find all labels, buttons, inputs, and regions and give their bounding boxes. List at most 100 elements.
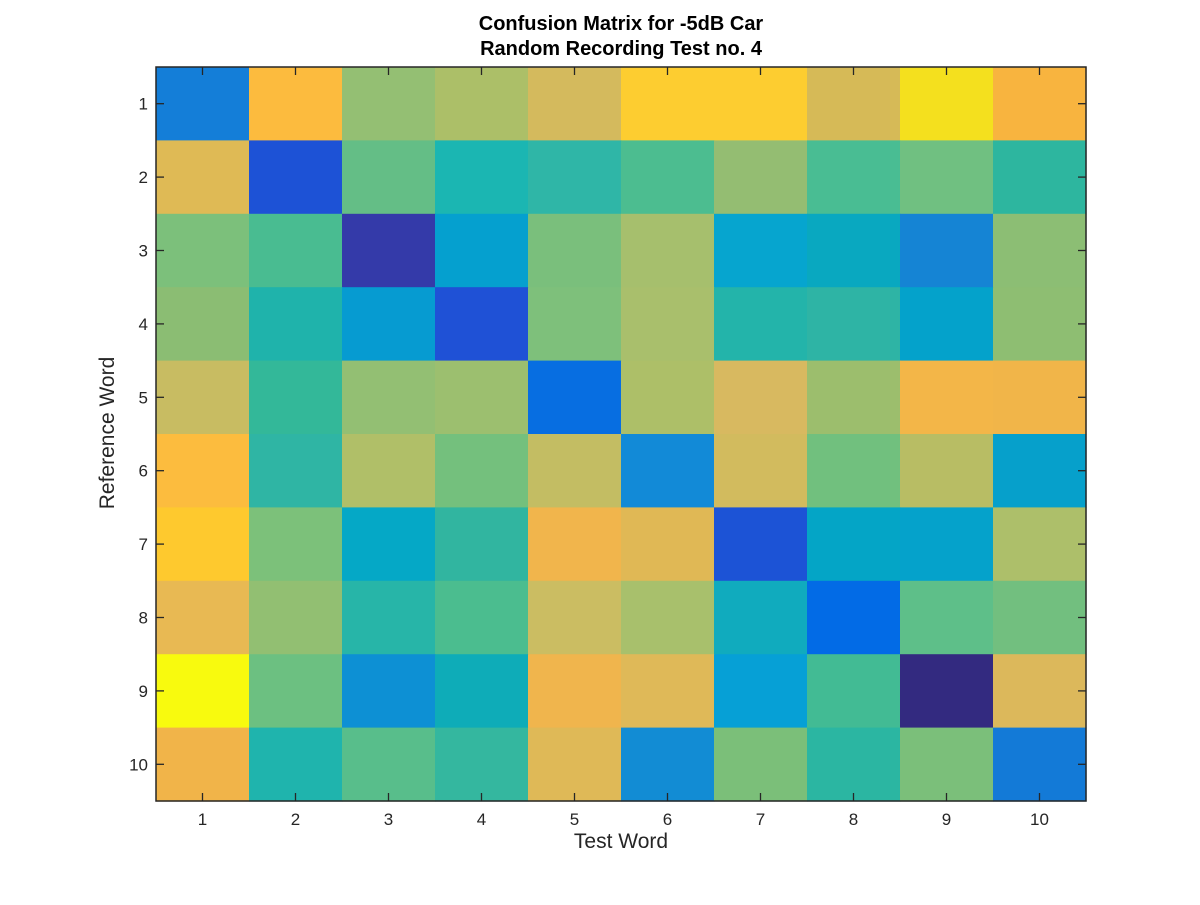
heatmap-cell-r7-c1 bbox=[156, 507, 250, 582]
heatmap-cell-r2-c2 bbox=[249, 140, 343, 215]
x-tick-label-1: 1 bbox=[198, 810, 207, 829]
heatmap-cell-r1-c10 bbox=[993, 67, 1087, 141]
y-tick-label-10: 10 bbox=[129, 755, 148, 774]
heatmap-cell-r10-c1 bbox=[156, 727, 250, 802]
heatmap-cell-r4-c4 bbox=[435, 287, 529, 362]
heatmap-cells bbox=[156, 67, 1087, 802]
y-tick-label-7: 7 bbox=[139, 535, 148, 554]
x-tick-label-2: 2 bbox=[291, 810, 300, 829]
heatmap-cell-r6-c8 bbox=[807, 434, 901, 508]
x-tick-label-9: 9 bbox=[942, 810, 951, 829]
heatmap-cell-r1-c5 bbox=[528, 67, 622, 141]
heatmap-cell-r7-c4 bbox=[435, 507, 529, 582]
heatmap-cell-r9-c10 bbox=[993, 654, 1087, 729]
heatmap-cell-r7-c6 bbox=[621, 507, 715, 582]
heatmap-cell-r8-c6 bbox=[621, 580, 715, 655]
heatmap-cell-r2-c7 bbox=[714, 140, 808, 215]
heatmap-cell-r4-c6 bbox=[621, 287, 715, 362]
heatmap-cell-r3-c5 bbox=[528, 213, 622, 288]
heatmap-cell-r6-c5 bbox=[528, 434, 622, 508]
heatmap-cell-r4-c7 bbox=[714, 287, 808, 362]
heatmap-cell-r6-c9 bbox=[900, 434, 994, 508]
y-tick-label-8: 8 bbox=[139, 609, 148, 628]
heatmap-cell-r6-c6 bbox=[621, 434, 715, 508]
heatmap-cell-r4-c5 bbox=[528, 287, 622, 362]
heatmap-cell-r7-c9 bbox=[900, 507, 994, 582]
chart-title-line-2: Random Recording Test no. 4 bbox=[480, 38, 763, 60]
heatmap-cell-r3-c2 bbox=[249, 213, 343, 288]
heatmap-cell-r9-c7 bbox=[714, 654, 808, 729]
heatmap-cell-r6-c2 bbox=[249, 434, 343, 508]
heatmap-cell-r7-c8 bbox=[807, 507, 901, 582]
heatmap-cell-r10-c7 bbox=[714, 727, 808, 802]
heatmap-cell-r7-c10 bbox=[993, 507, 1087, 582]
heatmap-cell-r3-c7 bbox=[714, 213, 808, 288]
y-axis-label: Reference Word bbox=[96, 357, 119, 510]
heatmap-cell-r7-c3 bbox=[342, 507, 436, 582]
heatmap-cell-r9-c2 bbox=[249, 654, 343, 729]
heatmap-cell-r10-c8 bbox=[807, 727, 901, 802]
heatmap-cell-r3-c1 bbox=[156, 213, 250, 288]
axis-ticks bbox=[156, 67, 1086, 801]
heatmap-cell-r2-c3 bbox=[342, 140, 436, 215]
x-tick-label-8: 8 bbox=[849, 810, 858, 829]
heatmap-cell-r2-c5 bbox=[528, 140, 622, 215]
heatmap-cell-r6-c1 bbox=[156, 434, 250, 508]
heatmap-cell-r9-c5 bbox=[528, 654, 622, 729]
heatmap-cell-r4-c9 bbox=[900, 287, 994, 362]
heatmap-cell-r1-c9 bbox=[900, 67, 994, 141]
heatmap-cell-r8-c9 bbox=[900, 580, 994, 655]
plot-frame bbox=[155, 66, 1087, 802]
heatmap-cell-r1-c7 bbox=[714, 67, 808, 141]
heatmap-cell-r1-c1 bbox=[156, 67, 250, 141]
heatmap-cell-r7-c2 bbox=[249, 507, 343, 582]
heatmap-cell-r9-c3 bbox=[342, 654, 436, 729]
heatmap-cell-r8-c4 bbox=[435, 580, 529, 655]
heatmap-cell-r5-c9 bbox=[900, 360, 994, 435]
y-tick-label-4: 4 bbox=[139, 315, 148, 334]
heatmap-cell-r5-c3 bbox=[342, 360, 436, 435]
y-tick-label-3: 3 bbox=[139, 242, 148, 261]
heatmap-cell-r4-c10 bbox=[993, 287, 1087, 362]
heatmap-cell-r1-c2 bbox=[249, 67, 343, 141]
x-axis-label: Test Word bbox=[574, 830, 668, 853]
heatmap-cell-r1-c3 bbox=[342, 67, 436, 141]
heatmap-cell-r5-c2 bbox=[249, 360, 343, 435]
heatmap-cell-r8-c8 bbox=[807, 580, 901, 655]
heatmap-cell-r2-c8 bbox=[807, 140, 901, 215]
heatmap-cell-r10-c3 bbox=[342, 727, 436, 802]
heatmap-cell-r8-c2 bbox=[249, 580, 343, 655]
heatmap-cell-r10-c2 bbox=[249, 727, 343, 802]
heatmap-cell-r1-c6 bbox=[621, 67, 715, 141]
heatmap-cell-r10-c5 bbox=[528, 727, 622, 802]
x-tick-labels: 1 2 3 4 5 6 7 8 9 10 bbox=[198, 810, 1049, 829]
heatmap-cell-r10-c9 bbox=[900, 727, 994, 802]
x-tick-label-7: 7 bbox=[756, 810, 765, 829]
chart-title-line-1: Confusion Matrix for -5dB Car bbox=[479, 13, 764, 35]
heatmap-cell-r6-c4 bbox=[435, 434, 529, 508]
heatmap-cell-r6-c3 bbox=[342, 434, 436, 508]
x-tick-label-6: 6 bbox=[663, 810, 672, 829]
heatmap-cell-r6-c7 bbox=[714, 434, 808, 508]
y-tick-label-5: 5 bbox=[139, 388, 148, 407]
heatmap-cell-r2-c9 bbox=[900, 140, 994, 215]
heatmap-cell-r4-c1 bbox=[156, 287, 250, 362]
x-tick-label-4: 4 bbox=[477, 810, 486, 829]
heatmap-cell-r2-c6 bbox=[621, 140, 715, 215]
y-tick-labels: 1 2 3 4 5 6 7 8 9 10 bbox=[129, 95, 148, 775]
heatmap-cell-r8-c5 bbox=[528, 580, 622, 655]
heatmap-cell-r8-c3 bbox=[342, 580, 436, 655]
heatmap-cell-r10-c6 bbox=[621, 727, 715, 802]
heatmap-cell-r9-c8 bbox=[807, 654, 901, 729]
heatmap-cell-r8-c1 bbox=[156, 580, 250, 655]
x-tick-label-5: 5 bbox=[570, 810, 579, 829]
heatmap-cell-r5-c10 bbox=[993, 360, 1087, 435]
heatmap-cell-r2-c10 bbox=[993, 140, 1087, 215]
heatmap-cell-r7-c5 bbox=[528, 507, 622, 582]
heatmap-cell-r4-c8 bbox=[807, 287, 901, 362]
heatmap-cell-r5-c1 bbox=[156, 360, 250, 435]
heatmap-cell-r1-c8 bbox=[807, 67, 901, 141]
heatmap-cell-r3-c8 bbox=[807, 213, 901, 288]
